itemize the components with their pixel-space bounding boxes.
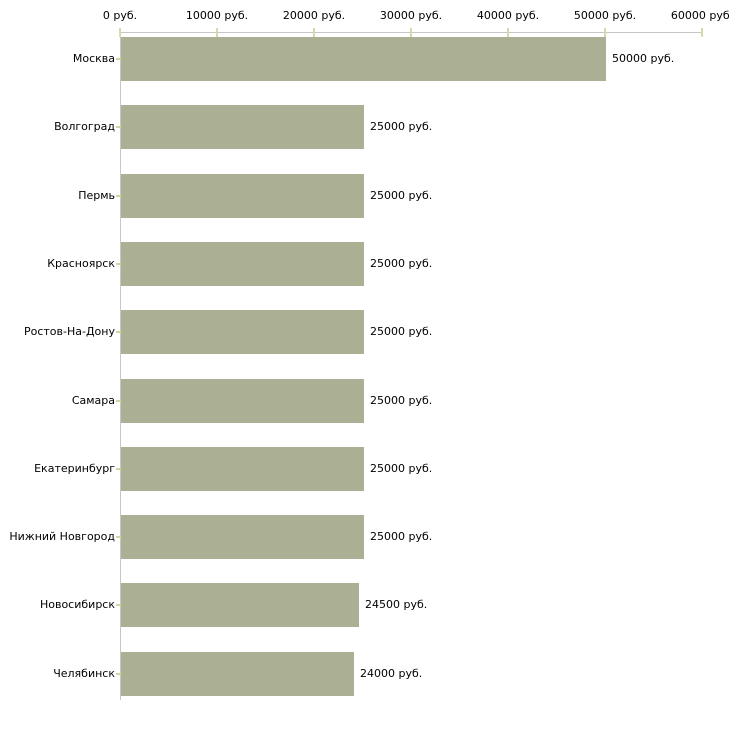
value-label: 50000 руб. bbox=[612, 52, 675, 65]
category-label: Нижний Новгород bbox=[9, 530, 115, 544]
category-tick bbox=[116, 672, 121, 675]
category-label: Ростов-На-Дону bbox=[23, 325, 115, 339]
category-label: Челябинск bbox=[53, 666, 115, 680]
category-tick bbox=[116, 58, 121, 60]
bar bbox=[121, 446, 364, 491]
category-label: Пермь bbox=[78, 188, 115, 202]
bar bbox=[121, 378, 364, 423]
category-label: Самара bbox=[71, 393, 115, 407]
value-label: 25000 руб. bbox=[370, 461, 433, 475]
value-label: 25000 руб. bbox=[370, 393, 433, 407]
x-axis-tick bbox=[119, 28, 121, 37]
category-tick bbox=[116, 536, 121, 539]
category-label: Новосибирск bbox=[39, 598, 115, 612]
category-label: Екатеринбург bbox=[34, 461, 115, 475]
x-axis-tick bbox=[701, 28, 703, 37]
x-axis-tick bbox=[604, 28, 606, 37]
bar bbox=[121, 173, 364, 218]
category-tick bbox=[116, 262, 121, 265]
bar bbox=[121, 651, 354, 696]
category-tick bbox=[116, 194, 121, 197]
value-label: 24500 руб. bbox=[365, 598, 428, 612]
y-axis-line bbox=[120, 32, 121, 700]
bar bbox=[121, 37, 606, 81]
bar bbox=[121, 583, 359, 628]
category-label: Волгоград bbox=[54, 120, 115, 134]
category-tick bbox=[116, 604, 121, 607]
category-tick bbox=[116, 467, 121, 470]
category-tick bbox=[116, 126, 121, 129]
category-label: Москва bbox=[72, 52, 115, 65]
bar bbox=[121, 515, 364, 560]
x-axis-tick-label: 30000 руб. bbox=[379, 9, 443, 22]
value-label: 25000 руб. bbox=[370, 256, 433, 270]
value-label: 25000 руб. bbox=[370, 530, 433, 544]
x-axis-tick-label: 20000 руб. bbox=[282, 9, 346, 22]
bar bbox=[121, 310, 364, 355]
x-axis-tick bbox=[410, 28, 412, 37]
x-axis-tick-label: 60000 руб. bbox=[670, 9, 730, 22]
x-axis-tick bbox=[313, 28, 315, 37]
category-label: Красноярск bbox=[47, 256, 115, 270]
x-axis-tick-label: 0 руб. bbox=[102, 9, 138, 22]
value-label: 25000 руб. bbox=[370, 188, 433, 202]
category-tick bbox=[116, 331, 121, 334]
x-axis-tick bbox=[216, 28, 218, 37]
bar bbox=[121, 105, 364, 150]
x-axis-tick bbox=[507, 28, 509, 37]
value-label: 25000 руб. bbox=[370, 325, 433, 339]
x-axis-tick-label: 10000 руб. bbox=[185, 9, 249, 22]
bar bbox=[121, 241, 364, 286]
value-label: 25000 руб. bbox=[370, 120, 433, 134]
x-axis-tick-label: 50000 руб. bbox=[573, 9, 637, 22]
value-label: 24000 руб. bbox=[360, 666, 423, 680]
category-tick bbox=[116, 399, 121, 402]
x-axis-tick-label: 40000 руб. bbox=[476, 9, 540, 22]
